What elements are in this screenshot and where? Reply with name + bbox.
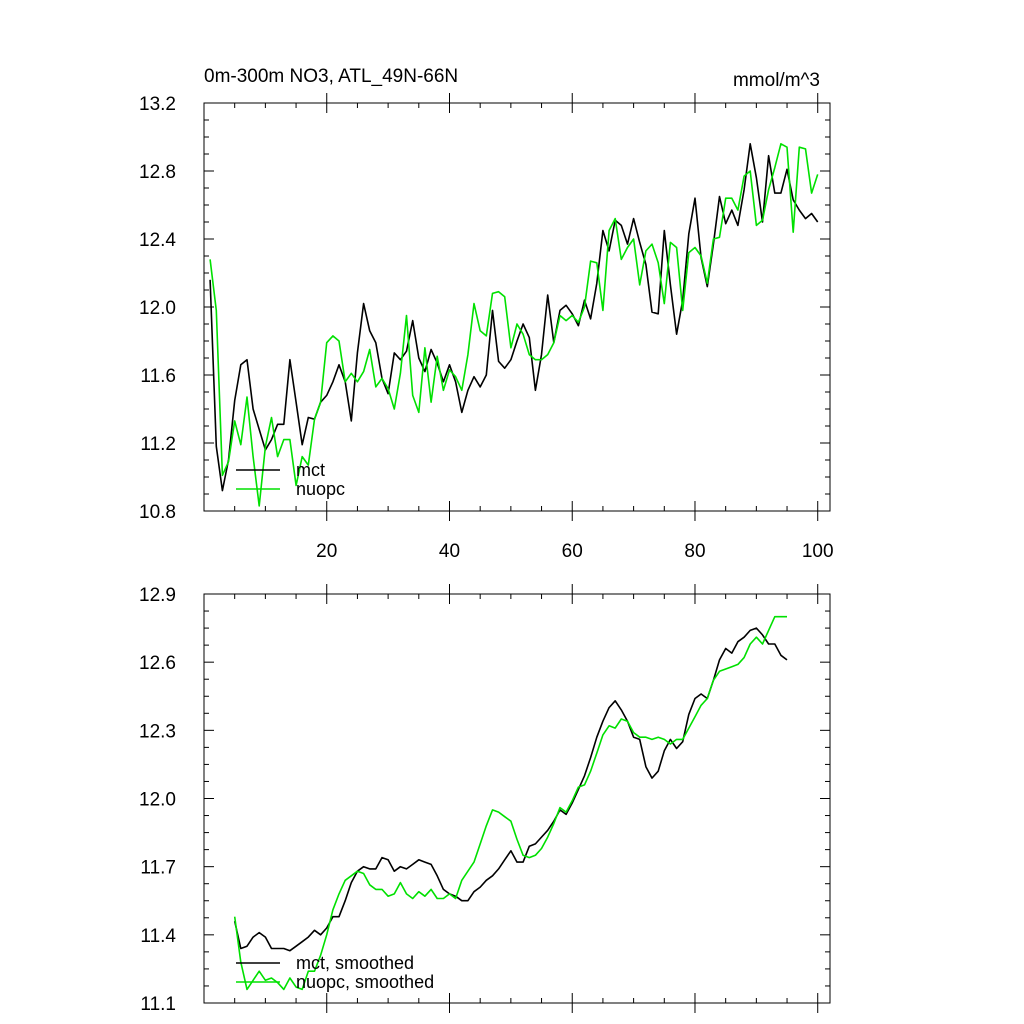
series-line-nuopc [209, 143, 819, 507]
chart-title: 0m-300m NO3, ATL_49N-66N [204, 66, 458, 87]
top-panel: 10.8 11.2 11.6 12.0 12.4 12.8 13.2 20 40 60 80 100 m… [139, 93, 834, 562]
x-tick-label: 40 [439, 541, 460, 562]
y-tick-label: 12.0 [139, 298, 176, 319]
y-tick-label: 11.2 [140, 434, 176, 455]
x-tick-label: 20 [316, 541, 337, 562]
y-tick-label: 12.4 [139, 230, 176, 251]
y-tick-label: 12.6 [139, 653, 176, 674]
x-tick-label: 100 [802, 541, 834, 562]
legend-label: mct, smoothed [296, 953, 414, 973]
bottom-panel: 11.1 11.4 11.7 12.0 12.3 12.6 12.9 mct, smoothe… [139, 584, 831, 1015]
y-tick-label: 12.3 [139, 721, 176, 742]
x-tick-label: 60 [562, 541, 583, 562]
plot-frame [203, 593, 831, 1004]
y-tick-label: 12.0 [139, 790, 176, 811]
legend-label: nuopc, smoothed [296, 972, 434, 992]
plot-frame [203, 102, 831, 512]
legend-label: mct [296, 460, 325, 480]
y-tick-label: 11.1 [140, 994, 176, 1015]
y-tick-label: 11.4 [140, 926, 176, 947]
y-tick-label: 10.8 [139, 502, 176, 523]
series-line-mct [209, 143, 819, 492]
series-line-mct-smoothed [233, 627, 788, 952]
series-line-nuopc-smoothed [233, 615, 787, 991]
legend-label: nuopc [296, 479, 345, 499]
y-tick-label: 12.9 [139, 585, 176, 606]
chart-units: mmol/m^3 [733, 70, 820, 91]
y-tick-label: 13.2 [139, 94, 176, 115]
y-tick-label: 11.6 [140, 366, 176, 387]
y-tick-label: 12.8 [139, 162, 176, 183]
y-tick-label: 11.7 [140, 858, 176, 879]
x-tick-label: 80 [684, 541, 705, 562]
